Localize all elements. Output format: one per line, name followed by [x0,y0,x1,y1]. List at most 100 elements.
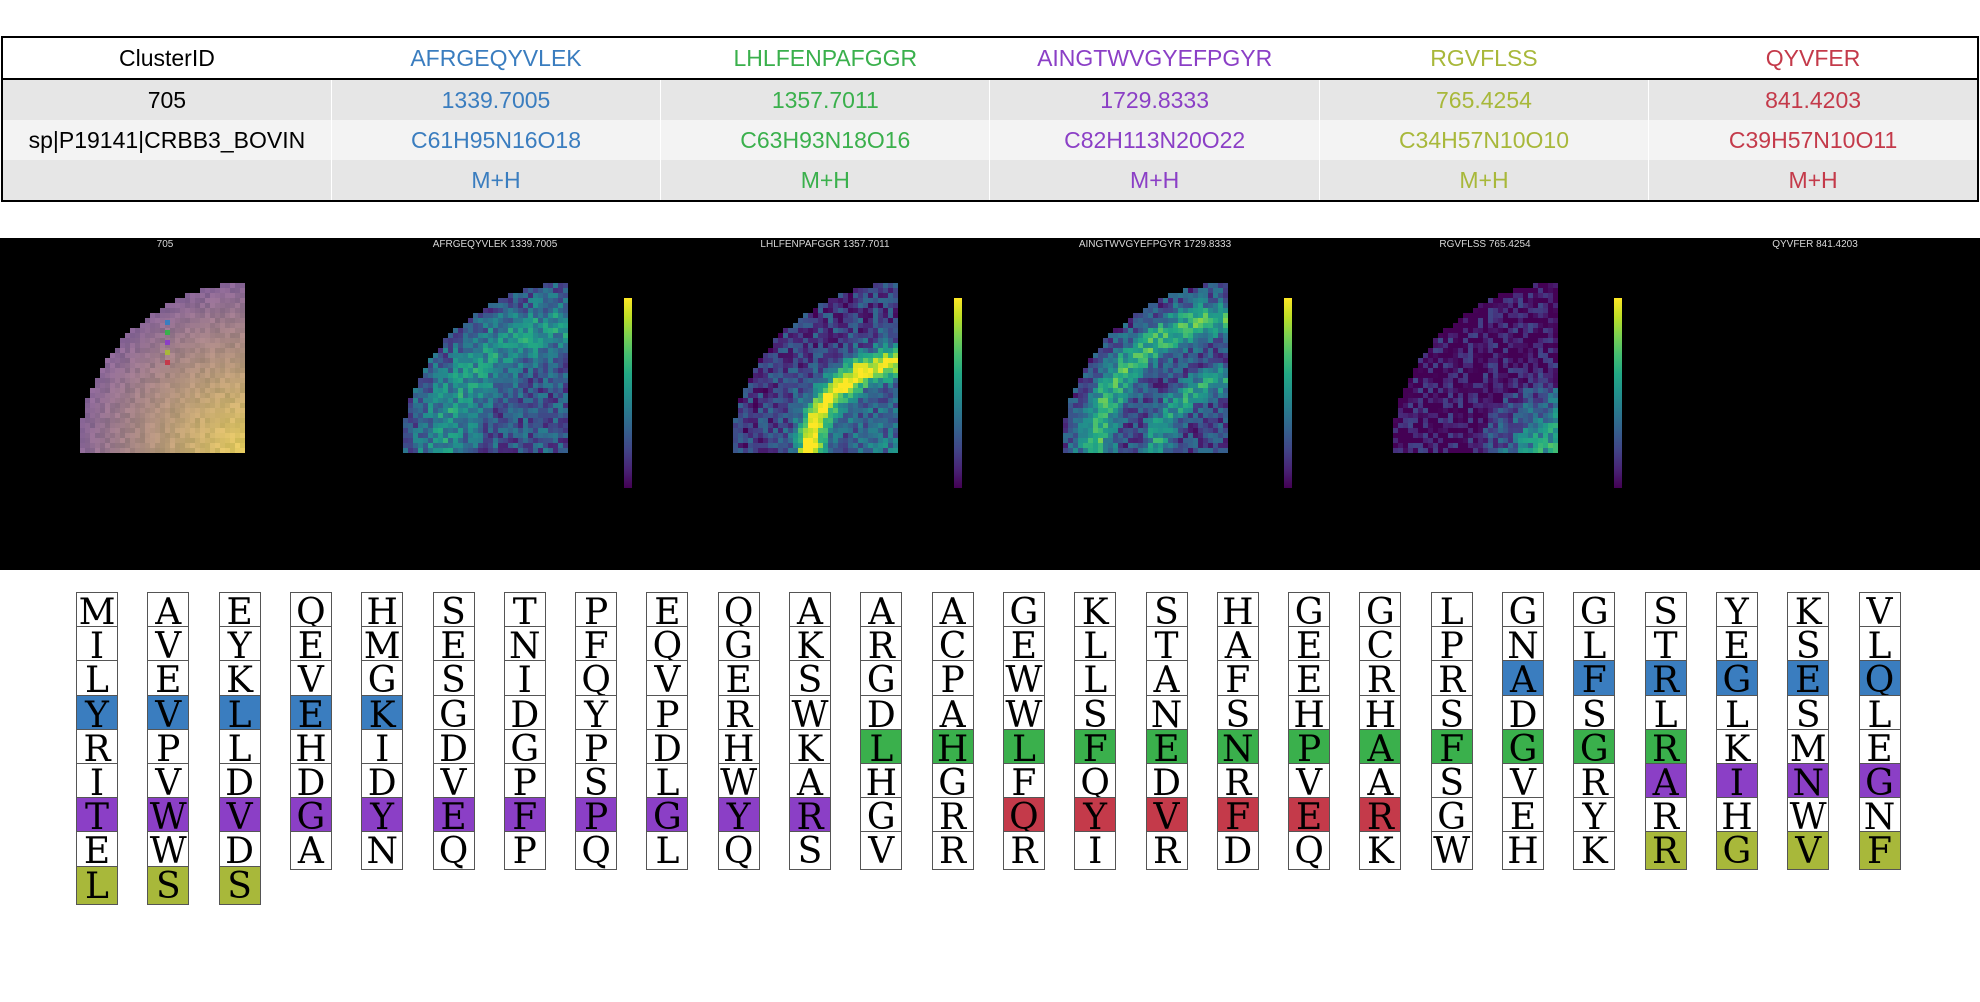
ion-image-pixels [80,283,245,453]
sequence-residue: F [1858,831,1901,871]
sequence-residue: K [789,728,831,769]
legend-swatch [165,360,170,365]
sequence-residue: Q [717,831,760,871]
sequence-residue: G [1502,728,1544,769]
sequence-residue: E [289,694,332,735]
sequence-residue: S [789,831,831,871]
sequence-residue: E [1787,660,1830,700]
sequence-residue: V [147,626,190,666]
sequence-residue: G [503,728,546,769]
sequence-residue: G [1502,592,1544,632]
sequence-residue: V [646,660,689,700]
sequence-residue: S [1430,763,1473,803]
summary-table: ClusterID AFRGEQYVLEK LHLFENPAFGGR AINGT… [1,36,1979,202]
header-cluster-id: ClusterID [2,37,332,80]
sequence-residue: G [931,763,974,803]
table-row-mass: 705 1339.7005 1357.7011 1729.8333 765.42… [2,79,1978,120]
sequence-residue: S [1074,694,1117,735]
sequence-residue: N [1145,694,1188,735]
sequence-residue: G [1002,592,1045,632]
sequence-residue: E [1145,728,1188,769]
sequence-residue: G [289,797,332,837]
sequence-residue: A [860,592,903,632]
adduct-1: M+H [330,160,661,201]
adduct-2: M+H [660,160,990,201]
sequence-residue: G [1715,660,1758,700]
sequence-residue: S [1644,592,1687,632]
sequence-residue: V [1502,763,1544,803]
sequence-residue: K [218,660,261,700]
sequence-residue: A [931,592,974,632]
header-peptide-1: AFRGEQYVLEK [330,37,661,80]
sequence-residue: S [147,865,190,906]
mass-1: 1339.7005 [330,79,661,120]
ion-image-pixels [733,283,898,453]
sequence-residue: P [646,694,689,735]
sequence-residue: L [1644,694,1687,735]
sequence-residue: H [1359,694,1402,735]
sequence-residue: Q [575,831,618,871]
sequence-residue: W [789,694,831,735]
sequence-residue: L [860,728,903,769]
sequence-residue: D [218,763,261,803]
sequence-residue: I [76,763,118,803]
sequence-residue: F [1216,660,1259,700]
sequence-residue: Y [717,797,760,837]
sequence-residue: K [1573,831,1616,871]
sequence-residue: E [289,626,332,666]
sequence-residue: L [1074,660,1117,700]
sequence-residue: Y [1715,592,1758,632]
sequence-residue: A [1502,660,1544,700]
sequence-residue: V [147,763,190,803]
sequence-residue: K [1787,592,1830,632]
sequence-residue: L [1715,694,1758,735]
ion-image-lhlfenpafggr [733,283,962,488]
sequence-residue: K [789,626,831,666]
sequence-residue: D [1145,763,1188,803]
sequence-residue: W [1002,694,1045,735]
sequence-residue: I [76,626,118,666]
sequence-residue: N [1858,797,1901,837]
sequence-residue: R [860,626,903,666]
sequence-residue: A [789,763,831,803]
sequence-residue: L [1573,626,1616,666]
sequence-residue: W [1430,831,1473,871]
sequence-residue: R [1359,660,1402,700]
sequence-residue: S [1787,694,1830,735]
ion-image-aingtwvgyefpgyr [1063,283,1292,488]
sequence-residue: W [1787,797,1830,837]
sequence-residue: P [1288,728,1331,769]
sequence-residue: V [1787,831,1830,871]
sequence-residue: L [76,660,118,700]
panel-title-2: LHLFENPAFGGR 1357.7011 [760,239,890,250]
sequence-residue: D [1216,831,1259,871]
ion-image-rgvflss [1393,283,1622,488]
sequence-residue: L [218,694,261,735]
sequence-residue: F [1573,660,1616,700]
sequence-residue: H [931,728,974,769]
header-peptide-3: AINGTWVGYEFPGYR [989,37,1320,80]
colorbar [624,298,632,488]
sequence-residue: R [1002,831,1045,871]
table-header-row: ClusterID AFRGEQYVLEK LHLFENPAFGGR AINGT… [2,37,1978,80]
sequence-residue: A [147,592,190,632]
sequence-residue: K [1359,831,1402,871]
sequence-residue: R [931,831,974,871]
sequence-residue: E [1715,626,1758,666]
sequence-residue: E [1288,797,1331,837]
sequence-residue: P [575,797,618,837]
legend-swatch [165,330,170,335]
sequence-residue: P [1430,626,1473,666]
header-peptide-2: LHLFENPAFGGR [660,37,990,80]
sequence-residue: G [1288,592,1331,632]
sequence-residue: V [289,660,332,700]
sequence-residue: Y [361,797,404,837]
sequence-residue: A [789,592,831,632]
sequence-residue: C [1359,626,1402,666]
sequence-residue: S [1145,592,1188,632]
sequence-residue: N [361,831,404,871]
sequence-residue: P [147,728,190,769]
sequence-residue: A [1644,763,1687,803]
sequence-residue: N [1216,728,1259,769]
